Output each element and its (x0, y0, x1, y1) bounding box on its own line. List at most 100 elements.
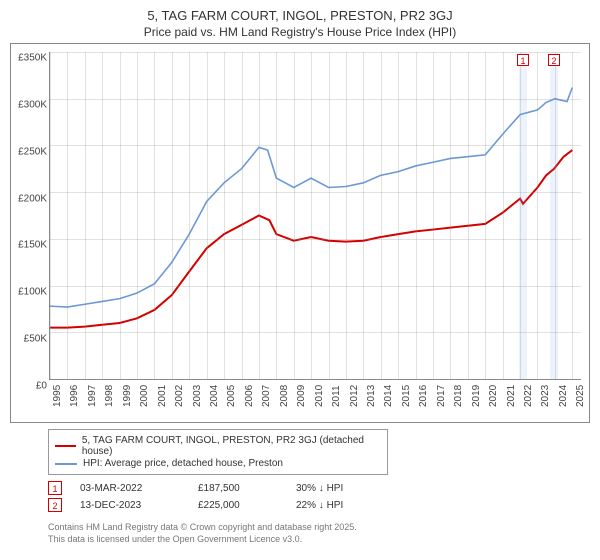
x-axis-tick-label: 2005 (226, 385, 237, 407)
x-axis-tick-label: 1997 (87, 385, 98, 407)
x-axis-tick-label: 2004 (209, 385, 220, 407)
legend-swatch (55, 463, 77, 465)
legend-label: 5, TAG FARM COURT, INGOL, PRESTON, PR2 3… (82, 435, 381, 457)
x-axis-tick-label: 2003 (192, 385, 203, 407)
sale-marker-label: 2 (548, 54, 560, 66)
gridline-vertical (329, 52, 330, 379)
sale-marker-band (550, 52, 558, 379)
gridline-horizontal (50, 192, 581, 193)
legend: 5, TAG FARM COURT, INGOL, PRESTON, PR2 3… (48, 429, 388, 475)
x-axis-tick-label: 2007 (261, 385, 272, 407)
gridline-vertical (572, 52, 573, 379)
plot-area: 12 (49, 52, 581, 380)
attribution: Contains HM Land Registry data © Crown c… (48, 522, 588, 545)
x-axis-tick-label: 2021 (506, 385, 517, 407)
gridline-vertical (189, 52, 190, 379)
x-axis-tick-label: 2013 (366, 385, 377, 407)
x-axis-tick-label: 1995 (52, 385, 63, 407)
gridline-vertical (224, 52, 225, 379)
x-axis-tick-label: 2018 (453, 385, 464, 407)
gridline-vertical (137, 52, 138, 379)
chart-container: 12 £0£50K£100K£150K£200K£250K£300K£350K1… (10, 43, 590, 423)
x-axis-tick-label: 2001 (157, 385, 168, 407)
y-axis-tick-label: £300K (11, 99, 47, 110)
sale-date: 03-MAR-2022 (80, 483, 180, 494)
gridline-horizontal (50, 286, 581, 287)
y-axis-tick-label: £100K (11, 287, 47, 298)
gridline-vertical (242, 52, 243, 379)
legend-item: 5, TAG FARM COURT, INGOL, PRESTON, PR2 3… (55, 435, 381, 457)
gridline-vertical (537, 52, 538, 379)
gridline-vertical (67, 52, 68, 379)
x-axis-tick-label: 2000 (139, 385, 150, 407)
gridline-horizontal (50, 332, 581, 333)
sale-delta: 22% ↓ HPI (296, 500, 386, 511)
x-axis-tick-label: 2017 (436, 385, 447, 407)
gridline-vertical (276, 52, 277, 379)
gridline-horizontal (50, 99, 581, 100)
gridline-vertical (503, 52, 504, 379)
sale-marker-label: 1 (517, 54, 529, 66)
y-axis-tick-label: £50K (11, 334, 47, 345)
gridline-horizontal (50, 239, 581, 240)
gridline-horizontal (50, 379, 581, 380)
x-axis-tick-label: 2006 (244, 385, 255, 407)
sale-number-box: 1 (48, 481, 62, 495)
y-axis-tick-label: £0 (11, 381, 47, 392)
x-axis-tick-label: 2002 (174, 385, 185, 407)
sale-date: 13-DEC-2023 (80, 500, 180, 511)
gridline-vertical (102, 52, 103, 379)
x-axis-tick-label: 2012 (349, 385, 360, 407)
gridline-vertical (416, 52, 417, 379)
y-axis-tick-label: £150K (11, 240, 47, 251)
sales-table: 1 03-MAR-2022 £187,500 30% ↓ HPI 2 13-DEC-202… (48, 481, 588, 512)
gridline-vertical (468, 52, 469, 379)
gridline-vertical (172, 52, 173, 379)
chart-lines (50, 52, 581, 379)
sale-marker-band (519, 52, 527, 379)
x-axis-tick-label: 2011 (331, 385, 342, 407)
sale-number-box: 2 (48, 498, 62, 512)
gridline-vertical (363, 52, 364, 379)
attribution-line: Contains HM Land Registry data © Crown c… (48, 522, 588, 534)
x-axis-tick-label: 2014 (383, 385, 394, 407)
chart-title-block: 5, TAG FARM COURT, INGOL, PRESTON, PR2 3… (0, 0, 600, 43)
y-axis-tick-label: £250K (11, 146, 47, 157)
gridline-vertical (294, 52, 295, 379)
gridline-vertical (398, 52, 399, 379)
gridline-vertical (85, 52, 86, 379)
gridline-vertical (154, 52, 155, 379)
x-axis-tick-label: 2015 (401, 385, 412, 407)
legend-label: HPI: Average price, detached house, Pres… (83, 458, 283, 469)
y-axis-tick-label: £200K (11, 193, 47, 204)
gridline-vertical (381, 52, 382, 379)
legend-item: HPI: Average price, detached house, Pres… (55, 458, 381, 469)
legend-swatch (55, 445, 76, 447)
gridline-vertical (311, 52, 312, 379)
gridline-vertical (450, 52, 451, 379)
gridline-vertical (485, 52, 486, 379)
gridline-vertical (120, 52, 121, 379)
x-axis-tick-label: 2008 (279, 385, 290, 407)
x-axis-tick-label: 2016 (418, 385, 429, 407)
gridline-vertical (50, 52, 51, 379)
gridline-vertical (207, 52, 208, 379)
gridline-horizontal (50, 52, 581, 53)
sale-delta: 30% ↓ HPI (296, 483, 386, 494)
sale-price: £187,500 (198, 483, 278, 494)
x-axis-tick-label: 1999 (122, 385, 133, 407)
sales-row: 2 13-DEC-2023 £225,000 22% ↓ HPI (48, 498, 588, 512)
x-axis-tick-label: 1996 (69, 385, 80, 407)
y-axis-tick-label: £350K (11, 53, 47, 64)
x-axis-tick-label: 2010 (314, 385, 325, 407)
x-axis-tick-label: 2025 (575, 385, 586, 407)
attribution-line: This data is licensed under the Open Gov… (48, 534, 588, 546)
x-axis-tick-label: 2022 (523, 385, 534, 407)
gridline-horizontal (50, 145, 581, 146)
x-axis-tick-label: 2009 (296, 385, 307, 407)
x-axis-tick-label: 2020 (488, 385, 499, 407)
gridline-vertical (259, 52, 260, 379)
sale-price: £225,000 (198, 500, 278, 511)
gridline-vertical (433, 52, 434, 379)
x-axis-tick-label: 2024 (558, 385, 569, 407)
